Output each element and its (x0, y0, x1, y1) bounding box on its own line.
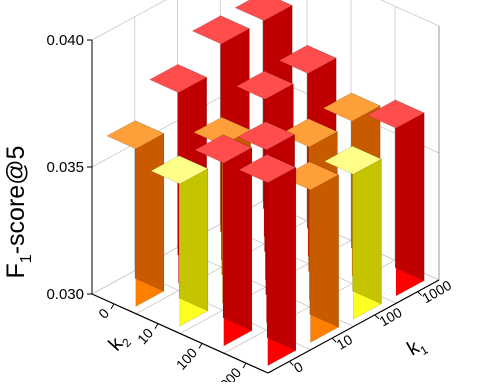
y-axis-line (267, 279, 440, 374)
z-axis-title-rest: -score@5 (2, 146, 30, 255)
x-tick-label: 1000 (211, 364, 244, 382)
y-tick (374, 314, 380, 320)
z-axis-title-main: F (2, 263, 30, 278)
bar-top-face (281, 161, 340, 191)
y-tick-label: 1000 (419, 277, 454, 307)
y-tick-label: 10 (334, 331, 356, 353)
y-axis-title: k1 (404, 333, 431, 363)
y-tick-label: 100 (376, 304, 404, 330)
bar-top-face (278, 44, 337, 74)
x-axis-line (91, 293, 269, 374)
x-tick (198, 343, 203, 349)
y-tick-label: 0 (291, 358, 306, 376)
bar-top-face (279, 118, 338, 148)
x-axis-title: k2 (104, 328, 134, 357)
x-tick-label: 0 (95, 305, 112, 322)
bar (281, 161, 340, 343)
bar (194, 134, 253, 347)
bar-side-face (222, 134, 253, 332)
bar-top-face (194, 134, 253, 164)
z-tick-label: 0.030 (46, 286, 84, 303)
x-tick (154, 323, 159, 329)
y-tick (289, 361, 294, 366)
bar-top-face (149, 64, 208, 93)
bar (366, 99, 425, 297)
x-tick-label: 10 (134, 325, 156, 347)
bar-top-face (322, 92, 381, 122)
bar-side-face (266, 154, 297, 351)
bar-top-face (191, 15, 250, 45)
x-tick-label: 100 (173, 345, 201, 373)
bar-top-face (234, 0, 293, 22)
bar (106, 120, 165, 307)
bar-top-face (106, 120, 165, 150)
bar-top-face (237, 121, 296, 151)
z-axis-title-sub: 1 (18, 254, 35, 263)
bar-top-face (238, 154, 297, 184)
bar-top-face (150, 155, 209, 185)
bar-top-face (235, 70, 294, 100)
x-tick (242, 362, 247, 369)
z-axis-title: F1-score@5 (2, 146, 35, 279)
grid-line-z-right (380, 0, 440, 27)
bar-side-face (394, 99, 425, 282)
z-tick-label: 0.040 (46, 32, 84, 49)
z-tick-label: 0.035 (46, 159, 84, 176)
grid-line-z-left (91, 0, 167, 41)
bar-top-face (366, 99, 425, 129)
y-tick (331, 337, 337, 343)
x-tick (110, 303, 115, 310)
bar-top-face (323, 145, 382, 175)
bar (238, 154, 297, 367)
bar (323, 145, 382, 320)
bars (106, 0, 425, 367)
bar (150, 155, 209, 327)
y-tick (417, 291, 422, 296)
